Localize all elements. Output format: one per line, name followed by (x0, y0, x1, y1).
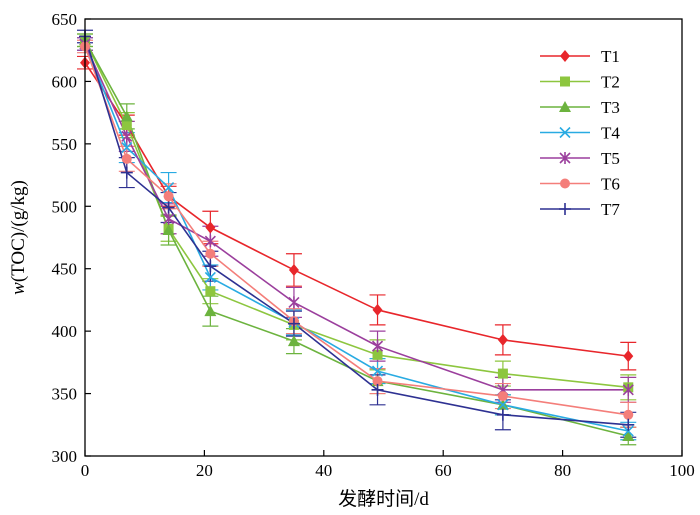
legend-marker-t1 (560, 50, 570, 62)
data-point-t5 (204, 235, 216, 248)
y-tick-label: 350 (52, 385, 78, 404)
data-point-t5 (163, 212, 175, 225)
legend-label-t2: T2 (601, 73, 620, 92)
y-axis-title-italic: w (8, 282, 29, 295)
series-lines (84, 36, 629, 437)
x-tick-label: 60 (435, 461, 452, 480)
x-tick-label: 0 (81, 461, 90, 480)
data-point-t7 (120, 166, 133, 179)
data-point-t1 (623, 350, 634, 363)
x-tick-label: 100 (669, 461, 695, 480)
data-point-t6 (163, 191, 174, 202)
y-axis-title-rest: (TOC)/(g/kg) (8, 180, 29, 282)
data-point-t2 (497, 368, 508, 379)
legend-label-t4: T4 (601, 124, 620, 143)
data-point-t3 (162, 224, 175, 236)
data-point-t4 (163, 181, 175, 194)
data-point-t5 (288, 296, 300, 309)
y-tick-label: 650 (52, 10, 78, 29)
x-tick-label: 40 (315, 461, 332, 480)
legend-marker-t5 (559, 152, 571, 164)
x-tick-label: 80 (554, 461, 571, 480)
legend-marker-t4 (559, 126, 571, 139)
data-point-t3 (120, 110, 133, 122)
data-point-t7 (496, 408, 509, 421)
legend-marker-t2 (560, 76, 570, 87)
data-point-t1 (205, 221, 216, 234)
y-tick-label: 450 (52, 260, 78, 279)
data-point-t1 (288, 263, 299, 276)
legend-label-t5: T5 (601, 149, 620, 168)
data-point-t1 (497, 333, 508, 346)
y-tick-label: 600 (52, 72, 78, 91)
y-axis-title: w(TOC)/(g/kg) (8, 180, 29, 295)
data-point-t7 (622, 418, 635, 431)
series-line-t4 (84, 43, 629, 432)
error-bars (77, 29, 637, 446)
data-point-t4 (204, 271, 216, 284)
data-point-t6 (205, 248, 216, 259)
legend-label-t1: T1 (601, 47, 620, 66)
data-point-t6 (121, 153, 132, 164)
data-point-t3 (287, 335, 300, 347)
series-line-t5 (84, 43, 629, 391)
data-point-t5 (371, 340, 384, 353)
data-point-t4 (622, 425, 634, 437)
axes: 0 20 40 60 80 100 300 350 400 450 500 550 600 650 (52, 10, 695, 480)
data-point-t6 (623, 409, 634, 420)
data-point-t7 (204, 260, 217, 273)
data-point-t7 (287, 317, 300, 330)
legend-label-t6: T6 (601, 175, 620, 194)
y-tick-label: 300 (52, 447, 78, 466)
data-point-t3 (622, 430, 635, 442)
legend: T1 T2 T3 T4 T5 T6 T7 (540, 47, 620, 219)
y-tick-label: 550 (52, 135, 78, 154)
data-point-t1 (372, 303, 383, 316)
data-point-t4 (371, 365, 384, 377)
data-point-t3 (204, 305, 217, 317)
plot-frame (84, 18, 683, 457)
legend-label-t7: T7 (601, 200, 620, 219)
y-tick-label: 500 (52, 197, 78, 216)
x-axis-title: 发酵时间/d (338, 488, 429, 510)
data-point-t7 (162, 201, 175, 214)
data-point-t5 (121, 130, 133, 143)
series-line-t3 (84, 39, 629, 437)
data-point-t2 (205, 286, 216, 297)
legend-marker-t3 (559, 101, 571, 112)
x-tick-label: 20 (196, 461, 213, 480)
data-point-t7 (371, 383, 384, 396)
data-point-t5 (622, 383, 634, 396)
y-tick-label: 400 (52, 322, 78, 341)
legend-label-t3: T3 (601, 98, 620, 117)
legend-marker-t6 (560, 178, 570, 189)
data-point-t2 (372, 349, 383, 360)
data-point-t4 (497, 399, 509, 411)
data-point-t4 (121, 142, 133, 154)
series-line-t2 (84, 39, 629, 389)
data-point-t6 (372, 376, 383, 387)
data-point-t2 (121, 120, 132, 131)
data-point-t6 (497, 391, 508, 402)
legend-marker-t7 (559, 203, 571, 215)
series-line-t6 (84, 46, 629, 416)
series-line-t7 (84, 36, 629, 426)
